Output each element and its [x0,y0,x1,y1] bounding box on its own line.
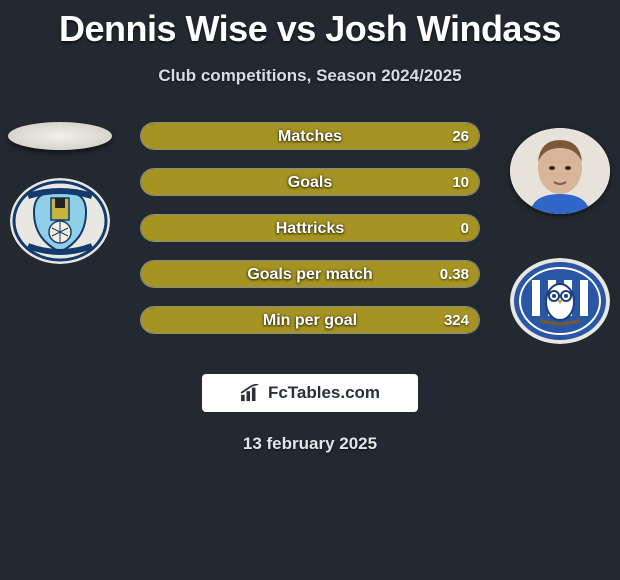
stat-bars: Matches26 Goals10 Hattricks0 Goals per matc… [140,122,480,334]
stat-label: Matches [141,123,479,149]
bar-chart-icon [240,384,262,402]
stat-label: Min per goal [141,307,479,333]
subtitle: Club competitions, Season 2024/2025 [0,66,620,86]
brand-badge: FcTables.com [202,374,418,412]
player-left-avatar [8,122,112,150]
stat-value-right: 0 [461,215,469,241]
stat-label: Goals [141,169,479,195]
stat-row: Min per goal324 [140,306,480,334]
stat-value-right: 10 [452,169,469,195]
club-crest-left [10,178,110,264]
stat-value-right: 26 [452,123,469,149]
stat-row: Goals per match0.38 [140,260,480,288]
stat-label: Hattricks [141,215,479,241]
stat-row: Hattricks0 [140,214,480,242]
club-crest-right [510,258,610,344]
stat-row: Matches26 [140,122,480,150]
stat-label: Goals per match [141,261,479,287]
stat-row: Goals10 [140,168,480,196]
player-right-avatar [510,128,610,214]
date-text: 13 february 2025 [0,434,620,454]
comparison-panel: Matches26 Goals10 Hattricks0 Goals per matc… [0,122,620,352]
page-title: Dennis Wise vs Josh Windass [0,0,620,50]
brand-text: FcTables.com [268,383,380,403]
stat-value-right: 324 [444,307,469,333]
stat-value-right: 0.38 [440,261,469,287]
